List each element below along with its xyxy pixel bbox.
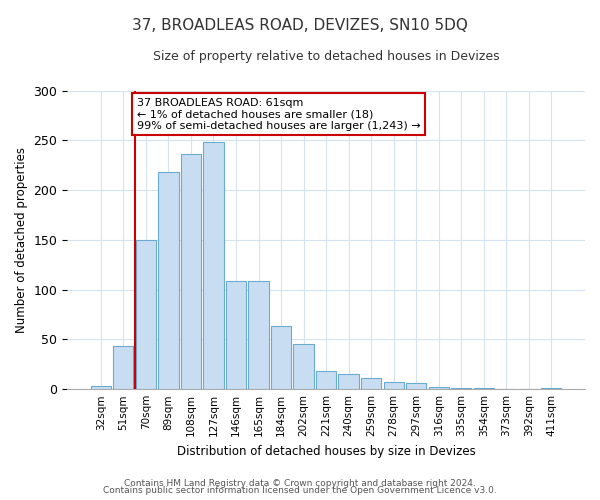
Bar <box>451 388 472 389</box>
Bar <box>158 172 179 389</box>
Bar <box>181 154 201 389</box>
Y-axis label: Number of detached properties: Number of detached properties <box>15 147 28 333</box>
Bar <box>293 344 314 389</box>
Title: Size of property relative to detached houses in Devizes: Size of property relative to detached ho… <box>153 50 499 63</box>
Bar <box>271 326 291 389</box>
Text: 37, BROADLEAS ROAD, DEVIZES, SN10 5DQ: 37, BROADLEAS ROAD, DEVIZES, SN10 5DQ <box>132 18 468 32</box>
Bar <box>406 383 427 389</box>
Bar <box>338 374 359 389</box>
Bar <box>316 372 336 389</box>
Text: Contains public sector information licensed under the Open Government Licence v3: Contains public sector information licen… <box>103 486 497 495</box>
Bar <box>248 280 269 389</box>
Text: Contains HM Land Registry data © Crown copyright and database right 2024.: Contains HM Land Registry data © Crown c… <box>124 478 476 488</box>
Bar <box>541 388 562 389</box>
X-axis label: Distribution of detached houses by size in Devizes: Distribution of detached houses by size … <box>177 444 475 458</box>
Text: 37 BROADLEAS ROAD: 61sqm
← 1% of detached houses are smaller (18)
99% of semi-de: 37 BROADLEAS ROAD: 61sqm ← 1% of detache… <box>137 98 421 130</box>
Bar <box>226 280 246 389</box>
Bar <box>473 388 494 389</box>
Bar <box>428 387 449 389</box>
Bar <box>361 378 381 389</box>
Bar <box>203 142 224 389</box>
Bar <box>136 240 156 389</box>
Bar <box>383 382 404 389</box>
Bar <box>91 386 111 389</box>
Bar <box>113 346 133 389</box>
